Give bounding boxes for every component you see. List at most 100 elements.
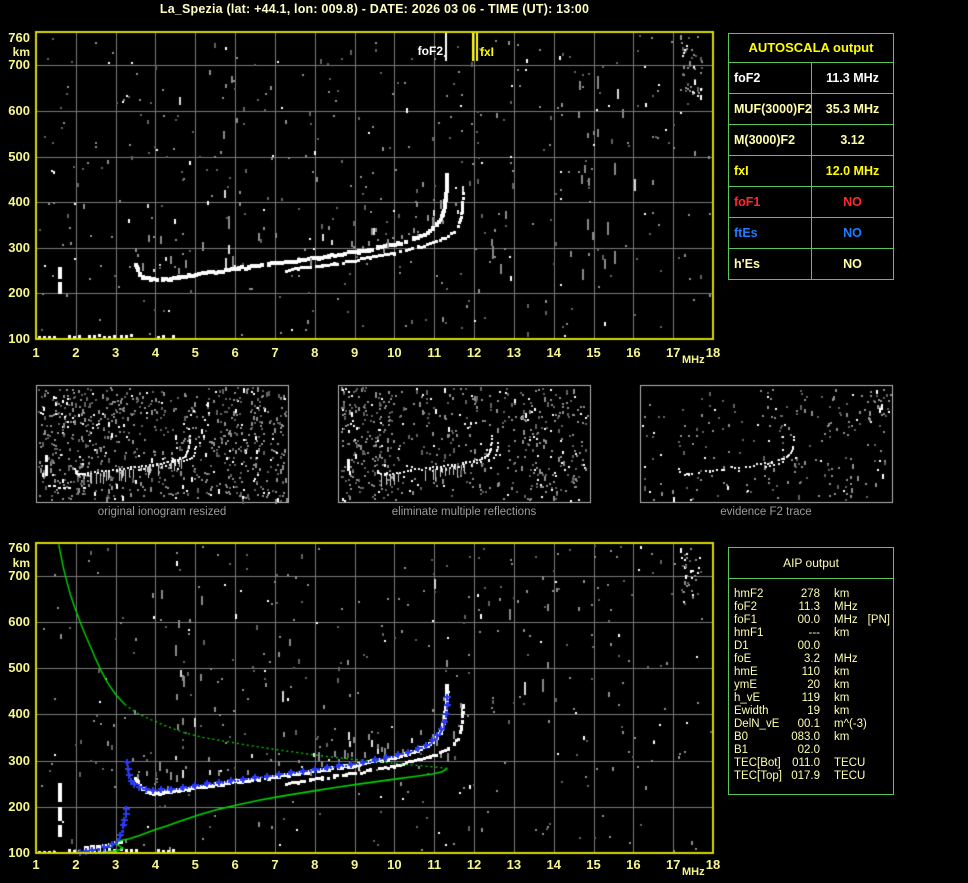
autoscala-row-h'Es: h'Es NO — [729, 249, 893, 279]
top-plot-x-tick-3: 3 — [112, 345, 120, 360]
bottom-plot-x-tick-14: 14 — [546, 857, 561, 872]
aip-param-label: foF1 — [734, 614, 758, 626]
bottom-plot-x-unit: MHz — [682, 866, 705, 878]
bottom-plot-x-tick-4: 4 — [151, 857, 160, 872]
autoscala-param-label: ftEs — [729, 218, 812, 248]
autoscala-table-header: AUTOSCALA output — [729, 34, 893, 63]
aip-param-label: h_vE — [734, 692, 761, 704]
aip-param-value: 017.9 — [791, 770, 820, 782]
aip-param-unit: km — [834, 588, 850, 600]
aip-param-value: 278 — [800, 588, 820, 600]
fof2-marker-label: foF2 — [417, 44, 443, 58]
aip-param-label: Ewidth — [734, 705, 769, 717]
aip-row-foF1: foF1 00.0 MHz [PN] — [734, 614, 893, 627]
top-plot-y-tick-100: 100 — [8, 331, 30, 346]
aip-param-extra: [PN] — [867, 614, 891, 626]
fxi-marker-label: fxI — [480, 45, 495, 59]
top-plot-x-tick-4: 4 — [151, 345, 160, 360]
thumbnail-caption-original: original ionogram resized — [97, 506, 227, 518]
aip-param-label: hmF2 — [734, 588, 764, 600]
autoscala-param-label: foF1 — [729, 187, 812, 217]
bottom-plot-x-tick-18: 18 — [705, 857, 721, 872]
aip-param-unit: TECU — [834, 757, 866, 769]
bottom-plot-x-tick-13: 13 — [506, 857, 522, 872]
top-plot-y-tick-400: 400 — [8, 194, 30, 210]
aip-param-value: 3.2 — [804, 653, 820, 665]
autoscala-param-value: 3.12 — [840, 133, 865, 147]
bottom-plot-x-tick-16: 16 — [626, 857, 641, 872]
top-plot-x-tick-13: 13 — [506, 345, 522, 360]
aip-row-hmE: hmE 110 km — [734, 666, 893, 679]
autoscala-row-foF2: foF2 11.3 MHz — [729, 63, 893, 94]
bottom-plot-y-tick-600: 600 — [8, 613, 30, 629]
aip-param-unit: km — [834, 666, 850, 678]
aip-row-foE: foE 3.2 MHz — [734, 653, 893, 666]
autoscala-param-label: M(3000)F2 — [729, 125, 812, 155]
autoscala-param-value: 11.3 MHz — [826, 71, 879, 85]
aip-param-value: 110 — [801, 666, 820, 678]
top-plot-x-tick-16: 16 — [626, 345, 641, 360]
autoscala-row-M(3000)F2: M(3000)F2 3.12 — [729, 125, 893, 156]
aip-param-unit: km — [834, 679, 850, 691]
autoscala-param-label: fxI — [729, 156, 812, 186]
aip-param-label: foF2 — [734, 601, 758, 613]
top-plot-y-tick-760: 760 — [8, 29, 30, 45]
bottom-plot-y-tick-500: 500 — [8, 660, 30, 676]
aip-param-label: foE — [734, 653, 752, 665]
autoscala-param-value: 35.3 MHz — [825, 102, 880, 116]
aip-param-value: 19 — [807, 705, 820, 717]
bottom-plot-x-tick-1: 1 — [32, 857, 40, 872]
top-plot-y-unit: km — [12, 45, 30, 59]
aip-param-label: DelN_vE — [734, 718, 780, 730]
top-plot-x-tick-17: 17 — [665, 345, 681, 360]
aip-param-value: 00.0 — [797, 640, 820, 652]
aip-param-label: ymE — [734, 679, 757, 691]
top-plot-x-tick-6: 6 — [231, 345, 239, 360]
autoscala-param-label: h'Es — [729, 249, 812, 279]
thumbnail-caption-evidence: evidence F2 trace — [720, 506, 812, 518]
bottom-plot-y-unit: km — [12, 556, 30, 570]
aip-param-value: 00.0 — [797, 614, 820, 626]
aip-row-h_vE: h_vE 119 km — [734, 692, 893, 705]
aip-param-label: B1 — [734, 744, 749, 756]
aip-row-Ewidth: Ewidth 19 km — [734, 705, 893, 718]
autoscala-param-label: foF2 — [729, 63, 812, 93]
bottom-plot-y-tick-300: 300 — [8, 752, 30, 768]
bottom-plot-x-tick-5: 5 — [191, 857, 199, 872]
bottom-plot-x-tick-3: 3 — [112, 857, 120, 872]
bottom-plot-x-tick-17: 17 — [665, 857, 681, 872]
aip-param-unit — [820, 640, 834, 653]
bottom-plot-x-tick-10: 10 — [387, 857, 402, 872]
aip-param-unit: km — [834, 731, 850, 743]
aip-param-unit: MHz — [834, 601, 858, 613]
aip-param-value: 02.0 — [797, 744, 820, 756]
station-title: La_Spezia (lat: +44.1, lon: 009.8) - DAT… — [159, 2, 590, 16]
top-plot-y-tick-300: 300 — [8, 239, 30, 255]
autoscala-output-table: AUTOSCALA output foF2 11.3 MHz MUF(3000)F2… — [728, 33, 894, 280]
aip-param-unit: MHz — [834, 614, 858, 626]
top-plot-x-tick-14: 14 — [546, 345, 561, 360]
aip-output-table: AIP output hmF2 278 km foF2 11.3 MHz foF1 00.0 M… — [728, 547, 894, 795]
bottom-plot-y-tick-760: 760 — [8, 540, 30, 555]
autoscala-param-value: 12.0 MHz — [825, 164, 880, 178]
top-plot-x-tick-9: 9 — [350, 345, 359, 360]
top-plot-x-tick-7: 7 — [271, 345, 279, 360]
aip-row-hmF1: hmF1 --- km — [734, 627, 893, 640]
aip-param-unit: MHz — [834, 653, 858, 665]
top-plot-x-tick-11: 11 — [427, 345, 442, 360]
autoscala-row-ftEs: ftEs NO — [729, 218, 893, 249]
bottom-plot-y-tick-100: 100 — [8, 845, 30, 860]
aip-param-label: B0 — [734, 731, 749, 743]
aip-row-ymE: ymE 20 km — [734, 679, 893, 692]
top-plot-x-tick-2: 2 — [72, 345, 80, 360]
top-plot-x-tick-10: 10 — [387, 345, 402, 360]
autoscala-param-label: MUF(3000)F2 — [729, 94, 812, 124]
autoscala-row-MUF(3000)F2: MUF(3000)F2 35.3 MHz — [729, 94, 893, 125]
aip-param-unit: m^(-3) — [834, 718, 867, 730]
aip-row-B1: B1 02.0 — [734, 744, 893, 757]
aip-param-unit: km — [834, 692, 850, 704]
aip-param-unit — [820, 744, 834, 757]
aip-row-TEC[Bot]: TEC[Bot] 011.0 TECU — [734, 757, 893, 770]
